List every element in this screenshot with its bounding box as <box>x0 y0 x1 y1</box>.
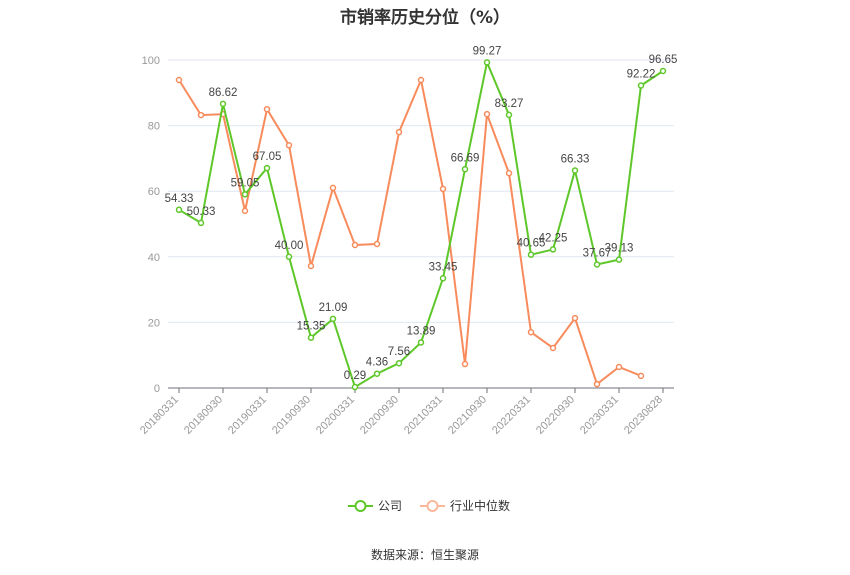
data-point <box>241 207 249 215</box>
data-point <box>505 169 513 177</box>
y-tick-label: 40 <box>148 252 160 264</box>
data-label: 40.65 <box>517 238 546 250</box>
data-point <box>373 240 381 248</box>
data-label: 83.27 <box>495 98 524 110</box>
x-tick-label: 20200331 <box>314 394 357 437</box>
data-point <box>483 110 491 118</box>
legend-item-company[interactable]: 公司 <box>348 499 402 513</box>
x-tick-label: 20210331 <box>402 394 445 437</box>
data-label: 54.33 <box>165 193 194 205</box>
data-label: 0.29 <box>344 370 366 382</box>
data-point <box>439 275 447 282</box>
data-label: 96.65 <box>649 54 678 66</box>
legend-label: 公司 <box>378 499 402 513</box>
data-point <box>307 262 315 270</box>
data-label: 42.25 <box>539 232 568 244</box>
data-point <box>395 359 403 367</box>
data-point <box>637 82 645 89</box>
data-point <box>241 191 249 198</box>
data-label: 99.27 <box>473 45 502 57</box>
data-label: 39.13 <box>605 243 634 255</box>
x-tick-label: 20220331 <box>490 394 533 437</box>
x-tick-label: 20180930 <box>182 394 225 437</box>
data-label: 4.36 <box>366 357 388 369</box>
y-tick-label: 20 <box>148 317 160 329</box>
data-point <box>593 380 601 388</box>
data-point <box>549 344 557 352</box>
data-label: 66.69 <box>451 152 480 164</box>
data-point <box>593 261 601 268</box>
y-tick-label: 60 <box>148 186 160 198</box>
x-tick-label: 20230828 <box>622 394 665 437</box>
series-line-industry <box>178 76 642 386</box>
data-point <box>219 100 227 108</box>
data-source: 数据来源：恒生聚源 <box>370 548 479 562</box>
data-point <box>285 142 293 149</box>
data-point <box>417 339 425 346</box>
data-point <box>615 256 623 263</box>
x-tick-label: 20220930 <box>534 394 577 437</box>
data-label: 50.33 <box>187 206 216 218</box>
legend-marker-icon <box>354 500 367 512</box>
data-label: 66.33 <box>561 153 590 165</box>
data-label: 92.22 <box>627 69 656 81</box>
chart-title: 市销率历史分位（%） <box>339 8 511 28</box>
x-tick-label: 20200930 <box>358 394 401 437</box>
data-point <box>527 328 535 336</box>
data-point <box>373 370 381 377</box>
data-point <box>175 206 183 214</box>
data-label: 15.35 <box>297 321 326 333</box>
data-label: 59.05 <box>231 177 260 189</box>
data-point <box>263 164 271 172</box>
data-point <box>351 241 359 249</box>
legend-item-industry[interactable]: 行业中位数 <box>420 498 510 513</box>
y-tick-label: 0 <box>154 383 160 395</box>
data-point <box>197 219 205 227</box>
data-point <box>285 253 293 261</box>
data-label: 33.45 <box>429 261 458 273</box>
data-point <box>461 360 469 368</box>
data-point <box>527 251 535 258</box>
data-point <box>571 314 579 322</box>
data-point <box>637 372 645 380</box>
series-line-company <box>178 59 664 389</box>
data-point <box>483 59 491 66</box>
data-label: 86.62 <box>209 87 238 99</box>
data-point <box>659 67 667 75</box>
data-point <box>329 184 337 192</box>
data-point <box>307 334 315 341</box>
data-point <box>549 246 557 253</box>
x-tick-label: 20180331 <box>138 394 181 437</box>
x-tick-label: 20190930 <box>270 394 313 437</box>
x-tick-label: 20210930 <box>446 394 489 437</box>
data-point <box>461 166 469 173</box>
data-point <box>615 363 623 371</box>
data-point <box>571 167 579 174</box>
y-tick-label: 80 <box>148 121 160 133</box>
data-point <box>263 105 271 113</box>
data-label: 13.89 <box>407 325 436 337</box>
x-tick-label: 20230331 <box>578 394 621 437</box>
data-label: 21.09 <box>319 302 348 314</box>
x-tick-label: 20190331 <box>226 394 269 437</box>
data-point <box>505 111 513 119</box>
data-point <box>439 185 447 193</box>
data-label: 67.05 <box>253 151 282 163</box>
data-label: 40.00 <box>275 240 304 252</box>
data-point <box>351 383 359 391</box>
data-point <box>329 315 337 323</box>
data-point <box>175 76 183 84</box>
legend-marker-icon <box>426 500 439 512</box>
data-point <box>417 76 425 84</box>
legend-label: 行业中位数 <box>450 498 510 513</box>
y-tick-label: 100 <box>142 55 160 67</box>
data-label: 7.56 <box>388 346 410 358</box>
data-point <box>197 111 205 119</box>
data-label: 37.67 <box>583 247 612 259</box>
data-point <box>395 128 403 136</box>
